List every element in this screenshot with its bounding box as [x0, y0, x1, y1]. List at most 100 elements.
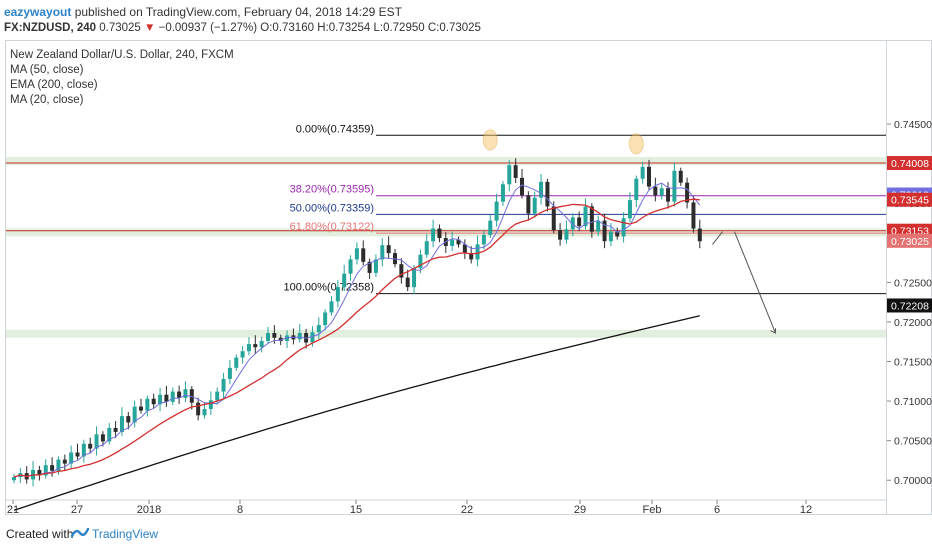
ma20-line — [13, 182, 701, 478]
candle-48 — [316, 317, 321, 340]
candle-61 — [399, 258, 404, 284]
candle-body-76 — [494, 201, 499, 221]
candle-18 — [126, 411, 131, 430]
chart-header: eazywayout published on TradingView.com,… — [0, 0, 932, 40]
candle-84 — [545, 178, 550, 212]
price-plot[interactable]: 0.00%(0.74359) 38.20%(0.73595) 50.00%(0.73… — [6, 41, 887, 515]
fib-label-3: 61.80%(0.73122) — [290, 221, 374, 233]
candle-body-26 — [177, 391, 182, 398]
publish-line: eazywayout published on TradingView.com,… — [4, 5, 402, 19]
candle-98 — [634, 175, 639, 208]
projection-arrow-up — [712, 231, 723, 245]
candle-body-57 — [373, 259, 378, 273]
price-label-4: 0.73025 — [891, 236, 929, 248]
candle-83 — [539, 173, 544, 205]
candle-78 — [507, 160, 512, 192]
candle-body-31 — [208, 400, 213, 409]
price-label-5: 0.72208 — [891, 300, 929, 312]
candle-body-18 — [126, 416, 131, 423]
candle-40 — [266, 327, 270, 345]
candle-103 — [666, 182, 671, 209]
candle-27 — [183, 381, 188, 403]
symbol-label: FX:NZDUSD, 240 — [4, 22, 97, 34]
y-tick-label-0: 0.74500 — [894, 119, 932, 131]
legend-ma20[interactable]: MA (20, close) — [10, 94, 84, 106]
candle-35 — [234, 354, 239, 372]
candle-105 — [678, 167, 683, 186]
candle-2 — [24, 466, 29, 484]
candle-body-12 — [88, 443, 93, 449]
candle-body-86 — [558, 230, 563, 240]
chart-pane[interactable]: 0.00%(0.74359) 38.20%(0.73595) 50.00%(0.73… — [5, 40, 887, 515]
candle-51 — [335, 280, 340, 308]
candle-86 — [558, 223, 563, 246]
candle-107 — [691, 195, 696, 233]
candle-body-98 — [634, 178, 639, 201]
candle-body-53 — [348, 259, 353, 274]
candle-body-8 — [62, 459, 67, 464]
candle-19 — [132, 400, 137, 428]
candle-body-74 — [481, 234, 486, 245]
candle-body-100 — [647, 166, 651, 187]
candle-body-0 — [12, 477, 16, 481]
open-value: O:0.73160 — [260, 22, 314, 34]
low-value: L:0.72950 — [373, 22, 425, 34]
candle-67 — [437, 224, 442, 243]
candle-4 — [37, 465, 42, 481]
candle-body-77 — [500, 184, 505, 202]
candle-body-92 — [596, 220, 601, 232]
candle-body-32 — [215, 391, 220, 401]
projection-arrow-down — [734, 231, 776, 334]
candle-body-47 — [310, 332, 315, 343]
candle-body-94 — [608, 231, 613, 242]
ema200-line — [13, 315, 700, 511]
tradingview-brand-link[interactable]: TradingView — [92, 527, 159, 541]
price-label-bg-2 — [887, 192, 932, 207]
candle-body-95 — [615, 231, 620, 237]
candle-body-52 — [342, 273, 347, 288]
price-axis[interactable]: 0.745000.740000.735000.730000.725000.720… — [887, 40, 932, 515]
x-tick-label-9: 12 — [800, 504, 812, 515]
candle-body-28 — [189, 389, 194, 403]
candle-body-19 — [132, 406, 137, 423]
price-label-bg-0 — [887, 156, 932, 171]
candle-52 — [342, 264, 347, 292]
candle-body-56 — [367, 261, 372, 273]
candle-body-97 — [627, 200, 632, 219]
legend-ma50[interactable]: MA (50, close) — [10, 64, 84, 76]
candle-76 — [494, 193, 499, 227]
close-value: C:0.73025 — [427, 22, 481, 34]
candle-37 — [246, 337, 251, 356]
candle-body-49 — [323, 312, 328, 326]
candle-body-84 — [545, 181, 550, 207]
fib-label-2: 50.00%(0.73359) — [290, 202, 374, 214]
candle-17 — [119, 407, 124, 437]
candle-body-102 — [659, 188, 664, 196]
x-tick-label-1: 27 — [71, 504, 83, 515]
candle-92 — [596, 215, 601, 236]
tradingview-logo-icon[interactable] — [70, 524, 90, 543]
candle-body-90 — [583, 206, 588, 227]
candle-25 — [170, 387, 175, 406]
candle-80 — [520, 169, 524, 199]
candle-87 — [564, 220, 569, 244]
candle-6 — [50, 457, 55, 477]
top-marker-1 — [628, 133, 644, 155]
candle-body-25 — [170, 391, 175, 402]
candle-16 — [113, 421, 118, 438]
y-tick-label-8: 0.70500 — [894, 436, 932, 448]
candle-body-24 — [164, 394, 169, 402]
author-link[interactable]: eazywayout — [4, 5, 72, 19]
candle-81 — [526, 191, 531, 220]
x-tick-label-7: Feb — [643, 504, 662, 515]
legend-ema200[interactable]: EMA (200, close) — [10, 79, 98, 91]
candle-10 — [75, 443, 80, 460]
candle-body-82 — [532, 197, 537, 214]
candle-body-78 — [507, 165, 512, 185]
candle-97 — [627, 192, 632, 223]
candle-body-69 — [450, 239, 455, 246]
candle-body-58 — [380, 245, 385, 260]
candle-body-27 — [183, 389, 188, 398]
y-tick-label-5: 0.72000 — [894, 317, 932, 329]
candle-body-16 — [113, 427, 118, 432]
